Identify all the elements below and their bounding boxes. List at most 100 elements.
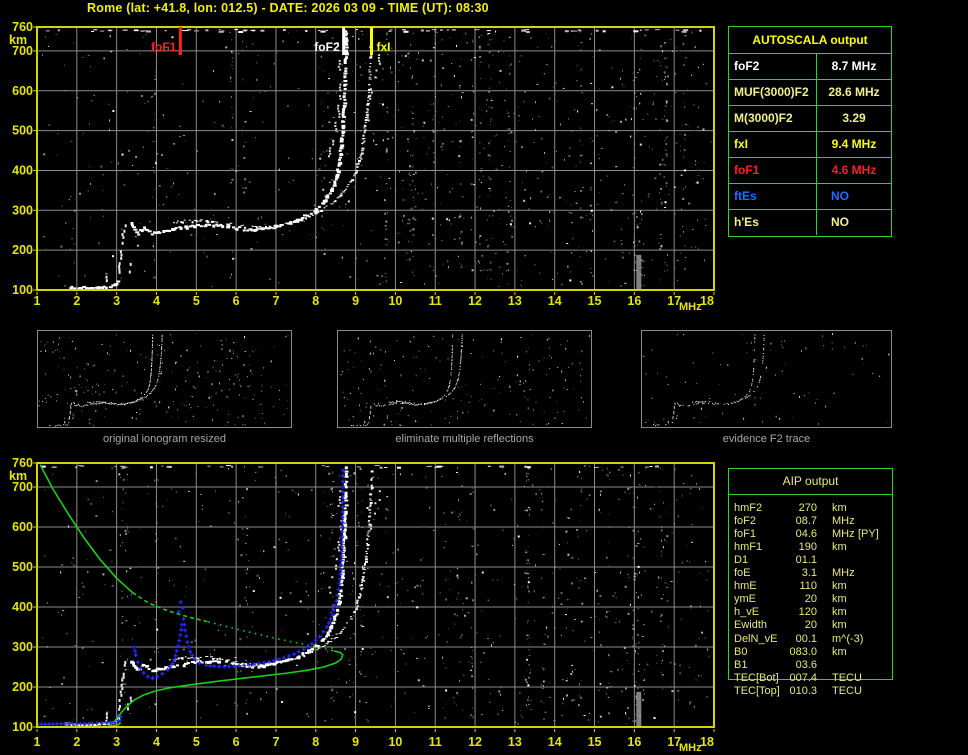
svg-text:760: 760: [12, 20, 33, 34]
aip-row-value: 110: [799, 580, 817, 593]
aip-row: Ewidth 20 km: [729, 619, 892, 632]
aip-row-unit: MHz: [832, 567, 855, 580]
autoscala-row: foF1 4.6 MHz: [729, 158, 891, 184]
aip-row: foF2 08.7 MHz: [729, 515, 892, 528]
autoscala-row: foF2 8.7 MHz: [729, 54, 891, 80]
plot-grid: [37, 27, 714, 290]
svg-text:400: 400: [12, 163, 33, 177]
aip-row: ymE 20 km: [729, 593, 892, 606]
noise-speckles: [40, 465, 711, 727]
aip-row-value: 007.4: [789, 671, 817, 684]
svg-text:700: 700: [12, 44, 33, 58]
noise-speckles: [42, 29, 712, 290]
svg-text:600: 600: [12, 520, 33, 534]
aip-row-label: TEC[Bot]: [734, 671, 779, 684]
svg-text:7: 7: [272, 294, 279, 308]
svg-text:MHz: MHz: [679, 742, 702, 754]
svg-text:700: 700: [12, 480, 33, 494]
svg-text:15: 15: [588, 735, 602, 749]
aip-row-label: hmF1: [734, 541, 763, 554]
thumbnail-caption-reflections: eliminate multiple reflections: [395, 433, 534, 445]
plot-grid: [37, 463, 714, 727]
svg-text:15: 15: [588, 294, 602, 308]
aip-output-table: AIP output hmF2 270 km foF2 08.7 MHz foF1 04.6 M…: [728, 468, 893, 697]
aip-row: h_vE 120 km: [729, 606, 892, 619]
svg-text:400: 400: [12, 600, 33, 614]
svg-text:16: 16: [627, 735, 641, 749]
aip-row-unit: km: [832, 645, 847, 658]
autoscala-row-label: foF2: [729, 54, 817, 79]
svg-text:600: 600: [12, 84, 33, 98]
aip-row-value: 270: [798, 502, 817, 514]
autoscala-row: MUF(3000)F2 28.6 MHz: [729, 80, 891, 106]
aip-row-unit: km: [832, 580, 847, 593]
aip-row-unit: m^(-3): [832, 632, 864, 645]
aip-row-unit: MHz: [832, 528, 855, 541]
autoscala-row-value: 28.6 MHz: [828, 85, 880, 99]
aip-row-value: 20: [804, 619, 817, 632]
thumbnail-caption-original: original ionogram resized: [103, 433, 226, 445]
svg-text:10: 10: [388, 294, 402, 308]
svg-text:13: 13: [508, 294, 522, 308]
autoscala-row-label: h'Es: [729, 210, 817, 235]
thumbnail-trace: [49, 334, 163, 427]
autoscala-row-value: 8.7 MHz: [831, 59, 877, 73]
scaled-characteristic-markers: foF1 foF2 fxI: [151, 27, 391, 55]
autoscala-row-label: ftEs: [729, 184, 817, 209]
thumbnail-evidence-f2-trace: [641, 330, 892, 428]
svg-text:11: 11: [429, 294, 442, 308]
svg-text:2: 2: [73, 294, 80, 308]
autoscala-row-value: NO: [831, 215, 849, 229]
svg-text:4: 4: [153, 294, 160, 308]
aip-row-label: B0: [734, 645, 748, 658]
autoscala-row: fxI 9.4 MHz: [729, 132, 891, 158]
svg-text:6: 6: [233, 735, 240, 749]
svg-text:16: 16: [627, 294, 641, 308]
aip-row-label: hmE: [734, 580, 757, 593]
thumbnail-noise: [643, 333, 890, 425]
aip-row-unit: km: [832, 606, 847, 619]
aip-row: B0 083.0 km: [729, 646, 892, 659]
restored-trace-blue: [35, 468, 345, 727]
thumbnail-trace: [653, 334, 765, 427]
plot-frame: [36, 462, 715, 728]
aip-row: D1 01.1: [729, 554, 892, 567]
svg-text:9: 9: [352, 294, 359, 308]
aip-row-label: TEC[Top]: [734, 684, 780, 697]
aip-row-label: foE: [734, 567, 751, 580]
svg-text:17: 17: [667, 294, 681, 308]
svg-text:13: 13: [508, 735, 522, 749]
aip-row-unit: TECU: [832, 684, 862, 697]
thumbnail-noise: [340, 333, 590, 426]
aip-row-unit: km: [832, 502, 847, 514]
svg-text:500: 500: [12, 560, 33, 574]
aip-row-label: foF2: [734, 515, 757, 528]
svg-text:14: 14: [548, 294, 562, 308]
aip-row-note: [PY]: [858, 528, 879, 541]
white-echo-trace: [69, 29, 381, 291]
aip-row-label: hmF2: [734, 502, 763, 514]
svg-text:10: 10: [388, 735, 402, 749]
aip-row-label: B1: [734, 658, 748, 671]
aip-row: hmF1 190 km: [729, 541, 892, 554]
autoscala-row-label: MUF(3000)F2: [729, 80, 817, 105]
svg-text:14: 14: [548, 735, 562, 749]
autoscala-row-value: 4.6 MHz: [831, 163, 877, 177]
svg-text:2: 2: [73, 735, 80, 749]
aip-row-value: 083.0: [789, 645, 817, 658]
aip-row-value: 190: [798, 541, 817, 554]
axis-ticks: [33, 26, 715, 295]
autoscala-row: h'Es NO: [729, 210, 891, 235]
aip-row-label: h_vE: [734, 606, 760, 619]
aip-row-value: 3.1: [801, 567, 817, 580]
aip-row-value: 00.1: [795, 632, 817, 645]
aip-row-label: ymE: [734, 593, 756, 606]
svg-text:18: 18: [700, 294, 714, 308]
svg-text:300: 300: [12, 640, 33, 654]
marker-label-foF2: foF2: [314, 40, 340, 54]
aip-row-label: D1: [734, 554, 749, 567]
autoscala-row-value: 9.4 MHz: [831, 137, 877, 151]
marker-label-foF1: foF1: [151, 40, 177, 54]
